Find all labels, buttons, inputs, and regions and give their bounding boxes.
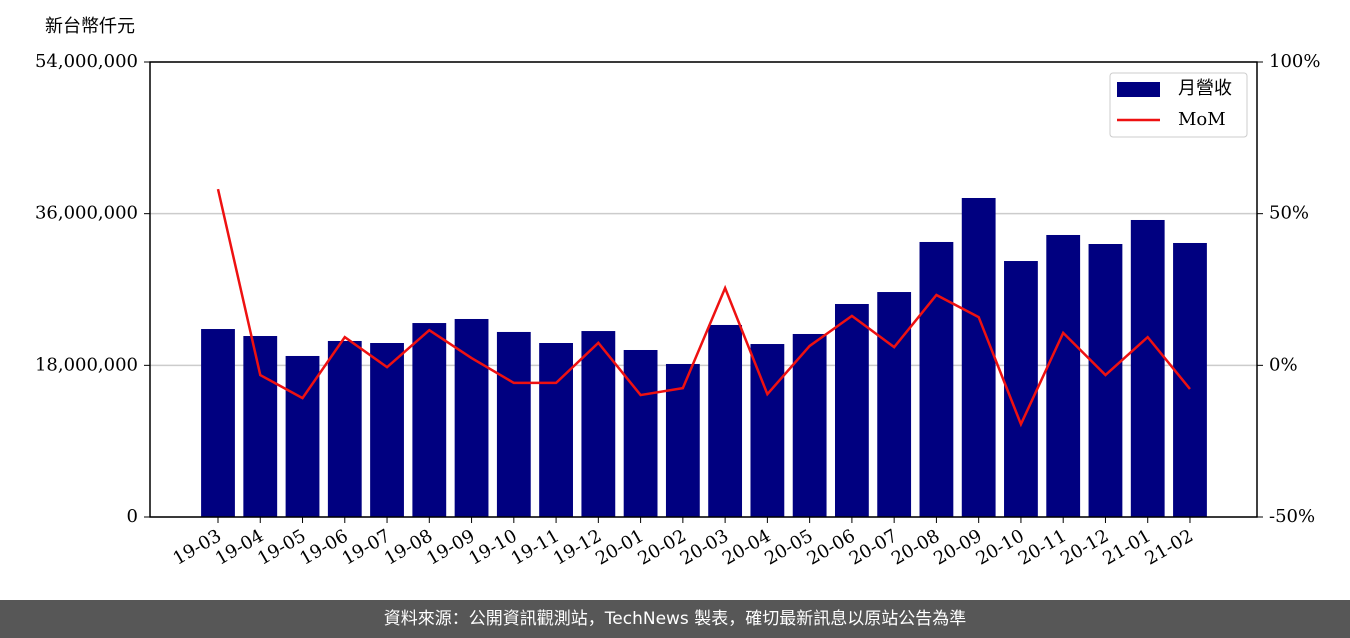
y-tick-label: 36,000,000 bbox=[35, 203, 138, 224]
bar bbox=[1004, 261, 1038, 517]
legend-label: MoM bbox=[1178, 109, 1226, 130]
bar bbox=[792, 333, 827, 517]
y2-tick-label: -50% bbox=[1269, 506, 1315, 527]
x-tick-label: 21-02 bbox=[1142, 525, 1197, 569]
bar bbox=[201, 329, 235, 517]
bar bbox=[1046, 234, 1081, 517]
y2-tick-label: 0% bbox=[1269, 354, 1298, 375]
line bbox=[216, 188, 1191, 428]
bar bbox=[1130, 219, 1165, 517]
bar bbox=[370, 343, 404, 517]
y-tick-label: 54,000,000 bbox=[35, 51, 138, 72]
y-axis-label: 新台幣仟元 bbox=[45, 16, 135, 37]
y2-tick-label: 50% bbox=[1269, 203, 1309, 224]
bar bbox=[496, 331, 531, 517]
bar bbox=[708, 324, 743, 517]
footer: 資料來源：公開資訊觀測站，TechNews 製表，確切最新訊息以原站公告為準 bbox=[0, 600, 1350, 638]
bar bbox=[412, 323, 447, 517]
bar bbox=[961, 197, 996, 517]
bar bbox=[919, 241, 954, 517]
bar bbox=[243, 336, 278, 517]
bar bbox=[750, 344, 785, 517]
bar bbox=[623, 349, 658, 517]
bar bbox=[834, 303, 869, 517]
y-tick-label: 18,000,000 bbox=[35, 354, 138, 375]
bar bbox=[327, 340, 362, 517]
legend-swatch bbox=[1117, 82, 1160, 97]
legend-label: 月營收 bbox=[1178, 78, 1232, 99]
plot-frame bbox=[149, 61, 1258, 518]
y-tick-label: 0 bbox=[127, 506, 138, 527]
bar bbox=[1173, 242, 1207, 517]
bar bbox=[581, 331, 616, 517]
chart: 新台幣仟元 0 18,000,000 36,000,000 54,000,000 -50… bbox=[35, 16, 1321, 570]
y2-tick-label: 100% bbox=[1269, 51, 1320, 72]
bar bbox=[454, 318, 489, 517]
bar bbox=[877, 292, 912, 517]
bar bbox=[1088, 244, 1123, 517]
bar bbox=[539, 343, 573, 517]
